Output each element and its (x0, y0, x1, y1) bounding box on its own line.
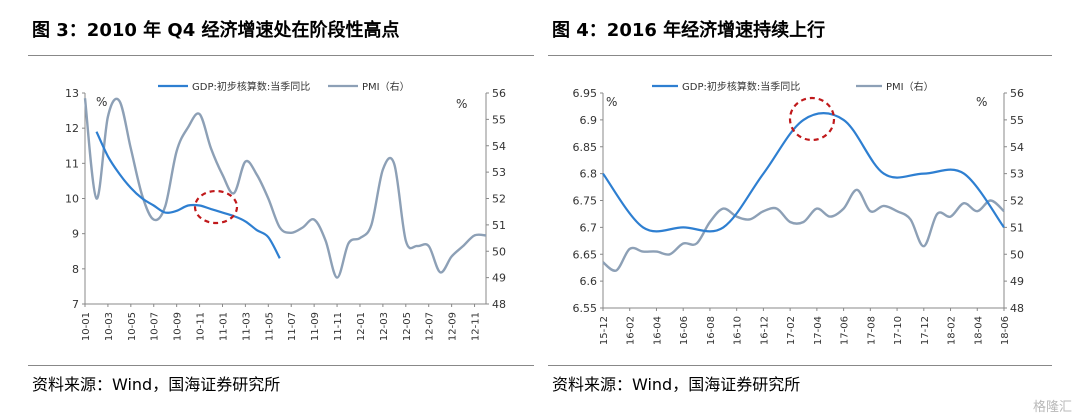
x-tick-label: 11-09 (310, 312, 321, 341)
x-tick-label: 16-12 (759, 316, 770, 345)
source-rule-left (28, 365, 534, 366)
y-left-tick-label: 6.7 (580, 221, 598, 234)
y-right-tick-label: 49 (1010, 275, 1024, 288)
x-tick-label: 10-05 (127, 312, 138, 341)
title-rule-left (28, 55, 534, 56)
x-tick-label: 17-10 (893, 316, 904, 345)
y-right-unit: % (456, 97, 467, 111)
x-tick-label: 12-01 (356, 312, 367, 341)
x-tick-label: 16-02 (626, 316, 637, 345)
x-tick-label: 18-02 (947, 316, 958, 345)
legend-label: PMI（右） (886, 80, 934, 93)
y-right-tick-label: 56 (492, 87, 506, 100)
y-left-tick-label: 9 (72, 228, 79, 241)
y-left-tick-label: 6.6 (580, 275, 598, 288)
y-right-tick-label: 52 (492, 193, 506, 206)
x-tick-label: 17-06 (840, 316, 851, 345)
x-tick-label: 18-04 (973, 316, 984, 345)
y-right-tick-label: 54 (1010, 141, 1024, 154)
x-tick-label: 12-03 (379, 312, 390, 341)
y-left-tick-label: 13 (65, 87, 79, 100)
legend-label: GDP:初步核算数:当季同比 (682, 80, 800, 93)
y-right-tick-label: 55 (492, 113, 506, 126)
y-left-tick-label: 10 (65, 193, 79, 206)
series-line-gdp (95, 131, 281, 259)
x-tick-label: 16-04 (652, 316, 663, 345)
x-tick-label: 17-04 (813, 316, 824, 345)
x-tick-label: 11-03 (241, 312, 252, 341)
x-tick-label: 10-03 (104, 312, 115, 341)
chart-figure-3: 7 8 9 10 11 12 13 48 49 50 51 52 53 54 55 56 10-01 10-03 1… (65, 80, 506, 341)
x-tick-label: 10-01 (81, 312, 92, 341)
y-right-tick-label: 48 (492, 298, 506, 311)
y-right-tick-label: 56 (1010, 87, 1024, 100)
y-right-tick-label: 49 (492, 272, 506, 285)
y-right-tick-label: 54 (492, 140, 506, 153)
source-note-left: 资料来源：Wind，国海证券研究所 (32, 375, 281, 394)
figure-4-title: 图 4：2016 年经济增速持续上行 (552, 20, 826, 41)
y-right-tick-label: 50 (1010, 248, 1024, 261)
x-tick-label: 17-12 (920, 316, 931, 345)
x-tick-label: 12-09 (448, 312, 459, 341)
y-right-tick-label: 52 (1010, 195, 1024, 208)
y-left-tick-label: 8 (72, 263, 79, 276)
watermark-logo: 格隆汇 (1032, 400, 1072, 415)
x-tick-label: 18-06 (1000, 316, 1011, 345)
x-tick-label: 12-11 (471, 312, 482, 341)
x-tick-label: 10-09 (173, 312, 184, 341)
y-right-unit: % (976, 95, 987, 109)
source-rule-right (548, 365, 1052, 366)
x-tick-label: 16-10 (733, 316, 744, 345)
y-right-tick-label: 48 (1010, 302, 1024, 315)
y-right-tick-label: 55 (1010, 114, 1024, 127)
y-left-tick-label: 6.9 (580, 114, 598, 127)
x-tick-label: 11-11 (333, 312, 344, 341)
y-right-tick-label: 53 (492, 166, 506, 179)
legend-label: PMI（右） (362, 80, 410, 93)
series-line-pmi (83, 97, 487, 279)
y-left-tick-label: 6.65 (573, 248, 598, 261)
y-right-tick-label: 53 (1010, 168, 1024, 181)
series-line-pmi (602, 188, 1005, 272)
y-left-tick-label: 11 (65, 157, 79, 170)
y-right-tick-label: 50 (492, 245, 506, 258)
x-tick-label: 12-05 (402, 312, 413, 341)
x-tick-label: 15-12 (599, 316, 610, 345)
y-left-tick-label: 6.85 (573, 141, 598, 154)
x-tick-label: 17-02 (786, 316, 797, 345)
y-left-tick-label: 12 (65, 122, 79, 135)
y-left-tick-label: 6.55 (573, 302, 598, 315)
y-left-tick-label: 6.8 (580, 168, 598, 181)
figure-3-title: 图 3：2010 年 Q4 经济增速处在阶段性高点 (32, 20, 400, 41)
x-tick-label: 10-07 (150, 312, 161, 341)
y-left-unit: % (606, 95, 617, 109)
series-line-gdp (602, 112, 1005, 233)
x-tick-label: 10-11 (196, 312, 207, 341)
y-right-tick-label: 51 (1010, 221, 1024, 234)
x-tick-label: 11-05 (264, 312, 275, 341)
highlight-ellipse (193, 189, 239, 225)
x-tick-label: 12-07 (425, 312, 436, 341)
y-left-tick-label: 6.75 (573, 195, 598, 208)
y-right-tick-label: 51 (492, 219, 506, 232)
y-left-tick-label: 7 (72, 298, 79, 311)
x-tick-label: 16-06 (679, 316, 690, 345)
highlight-ellipse (788, 96, 836, 142)
x-tick-label: 17-08 (866, 316, 877, 345)
y-left-unit: % (96, 95, 107, 109)
y-left-tick-label: 6.95 (573, 87, 598, 100)
x-tick-label: 11-07 (287, 312, 298, 341)
chart-figure-4: 6.55 6.6 6.65 6.7 6.75 6.8 6.85 6.9 6.95 48 49 50 51… (573, 80, 1025, 345)
legend-label: GDP:初步核算数:当季同比 (192, 80, 310, 93)
source-note-right: 资料来源：Wind，国海证券研究所 (552, 375, 801, 394)
x-tick-label: 11-01 (218, 312, 229, 341)
title-rule-right (548, 55, 1052, 56)
x-tick-label: 16-08 (706, 316, 717, 345)
